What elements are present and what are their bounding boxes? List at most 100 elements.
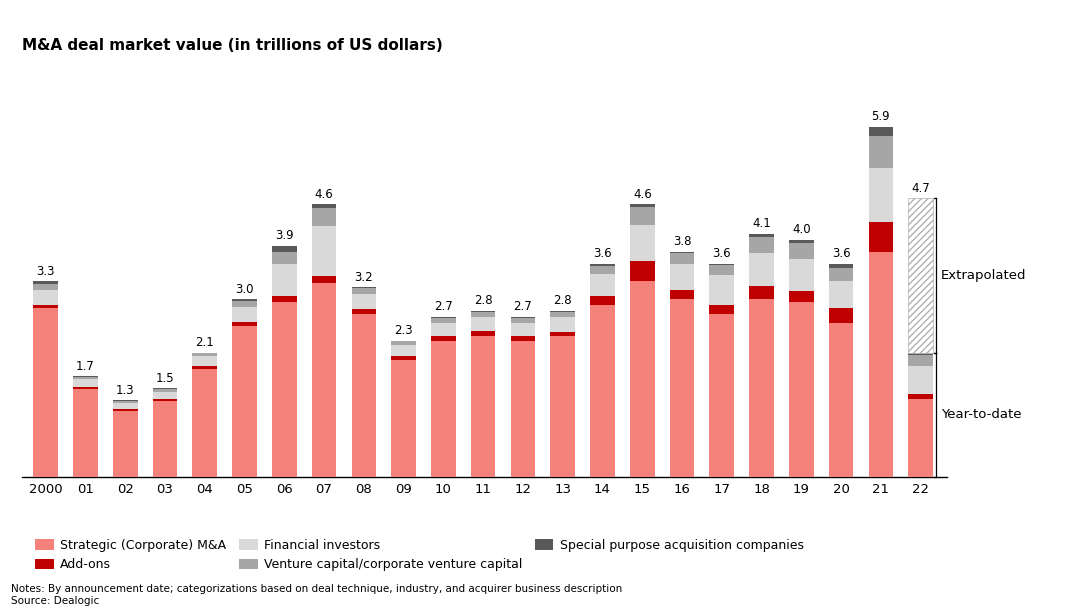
Text: Notes: By announcement date; categorizations based on deal technique, industry, : Notes: By announcement date; categorizat… [11, 584, 622, 606]
Bar [232, 322, 257, 326]
Text: 3.8: 3.8 [672, 235, 691, 248]
Bar [73, 377, 98, 379]
Text: 2.8: 2.8 [474, 294, 493, 307]
Bar [551, 336, 576, 477]
Bar [829, 282, 853, 308]
Bar [789, 240, 814, 243]
Bar [113, 401, 137, 403]
Bar [312, 226, 336, 276]
Bar [868, 222, 893, 252]
Bar [272, 264, 297, 296]
Bar [908, 355, 934, 367]
Bar [590, 296, 615, 305]
Bar [34, 308, 58, 477]
Text: 3.3: 3.3 [36, 265, 54, 278]
Text: M&A deal market value (in trillions of US dollars): M&A deal market value (in trillions of U… [22, 38, 443, 53]
Bar [392, 345, 416, 356]
Bar [709, 305, 734, 314]
Bar [510, 318, 535, 323]
Bar [551, 312, 576, 317]
Bar [351, 309, 376, 314]
Bar [232, 307, 257, 322]
Bar [630, 225, 655, 261]
Bar [908, 353, 934, 355]
Text: 4.7: 4.7 [912, 182, 930, 195]
Bar [670, 290, 694, 299]
Bar [630, 261, 655, 282]
Bar [73, 379, 98, 387]
Bar [750, 253, 774, 286]
Text: 4.1: 4.1 [752, 217, 771, 230]
Bar [829, 268, 853, 282]
Bar [670, 253, 694, 264]
Bar [590, 264, 615, 266]
Bar [789, 302, 814, 477]
Text: 5.9: 5.9 [871, 110, 890, 124]
Bar [590, 266, 615, 274]
Bar [152, 399, 177, 401]
Text: 2.7: 2.7 [514, 300, 532, 313]
Bar [670, 264, 694, 290]
Bar [351, 288, 376, 294]
Bar [232, 299, 257, 301]
Text: 2.1: 2.1 [196, 336, 214, 349]
Bar [272, 252, 297, 264]
Text: 3.9: 3.9 [275, 229, 294, 242]
Bar [34, 290, 58, 305]
Text: Year-to-date: Year-to-date [941, 408, 1022, 422]
Text: 4.0: 4.0 [792, 223, 811, 236]
Bar [630, 282, 655, 477]
Bar [113, 411, 137, 477]
Bar [670, 299, 694, 477]
Bar [868, 127, 893, 136]
Bar [510, 317, 535, 318]
Text: 3.0: 3.0 [235, 283, 254, 296]
Bar [709, 314, 734, 477]
Text: 1.7: 1.7 [76, 360, 95, 373]
Bar [351, 294, 376, 309]
Bar [551, 332, 576, 336]
Text: 1.5: 1.5 [156, 371, 174, 385]
Bar [670, 252, 694, 253]
Bar [392, 360, 416, 477]
Bar [351, 287, 376, 288]
Bar [431, 336, 456, 341]
Bar [789, 243, 814, 259]
Bar [312, 207, 336, 226]
Bar [868, 136, 893, 168]
Bar [471, 336, 495, 477]
Bar [868, 168, 893, 222]
Bar [431, 341, 456, 477]
Bar [73, 389, 98, 477]
Bar [908, 394, 934, 399]
Bar [630, 207, 655, 225]
Bar [551, 317, 576, 332]
Bar [709, 264, 734, 265]
Bar [73, 387, 98, 389]
Text: 2.8: 2.8 [554, 294, 572, 307]
Bar [510, 336, 535, 341]
Text: 2.7: 2.7 [434, 300, 453, 313]
Bar [392, 341, 416, 345]
Bar [431, 317, 456, 318]
Bar [750, 299, 774, 477]
Bar [34, 305, 58, 308]
Bar [829, 264, 853, 268]
Text: 3.6: 3.6 [713, 247, 731, 260]
Bar [232, 326, 257, 477]
Text: 3.2: 3.2 [355, 271, 373, 284]
Legend: Strategic (Corporate) M&A, Add-ons, Financial investors, Venture capital/corpora: Strategic (Corporate) M&A, Add-ons, Fina… [30, 534, 808, 576]
Bar [750, 237, 774, 253]
Bar [510, 323, 535, 336]
Bar [590, 274, 615, 296]
Bar [709, 265, 734, 275]
Text: 1.3: 1.3 [115, 384, 135, 397]
Bar [152, 392, 177, 399]
Text: 4.6: 4.6 [314, 187, 333, 201]
Bar [193, 369, 218, 477]
Bar [312, 283, 336, 477]
Bar [551, 311, 576, 312]
Bar [312, 276, 336, 283]
Bar [113, 409, 137, 411]
Text: 3.6: 3.6 [832, 247, 851, 260]
